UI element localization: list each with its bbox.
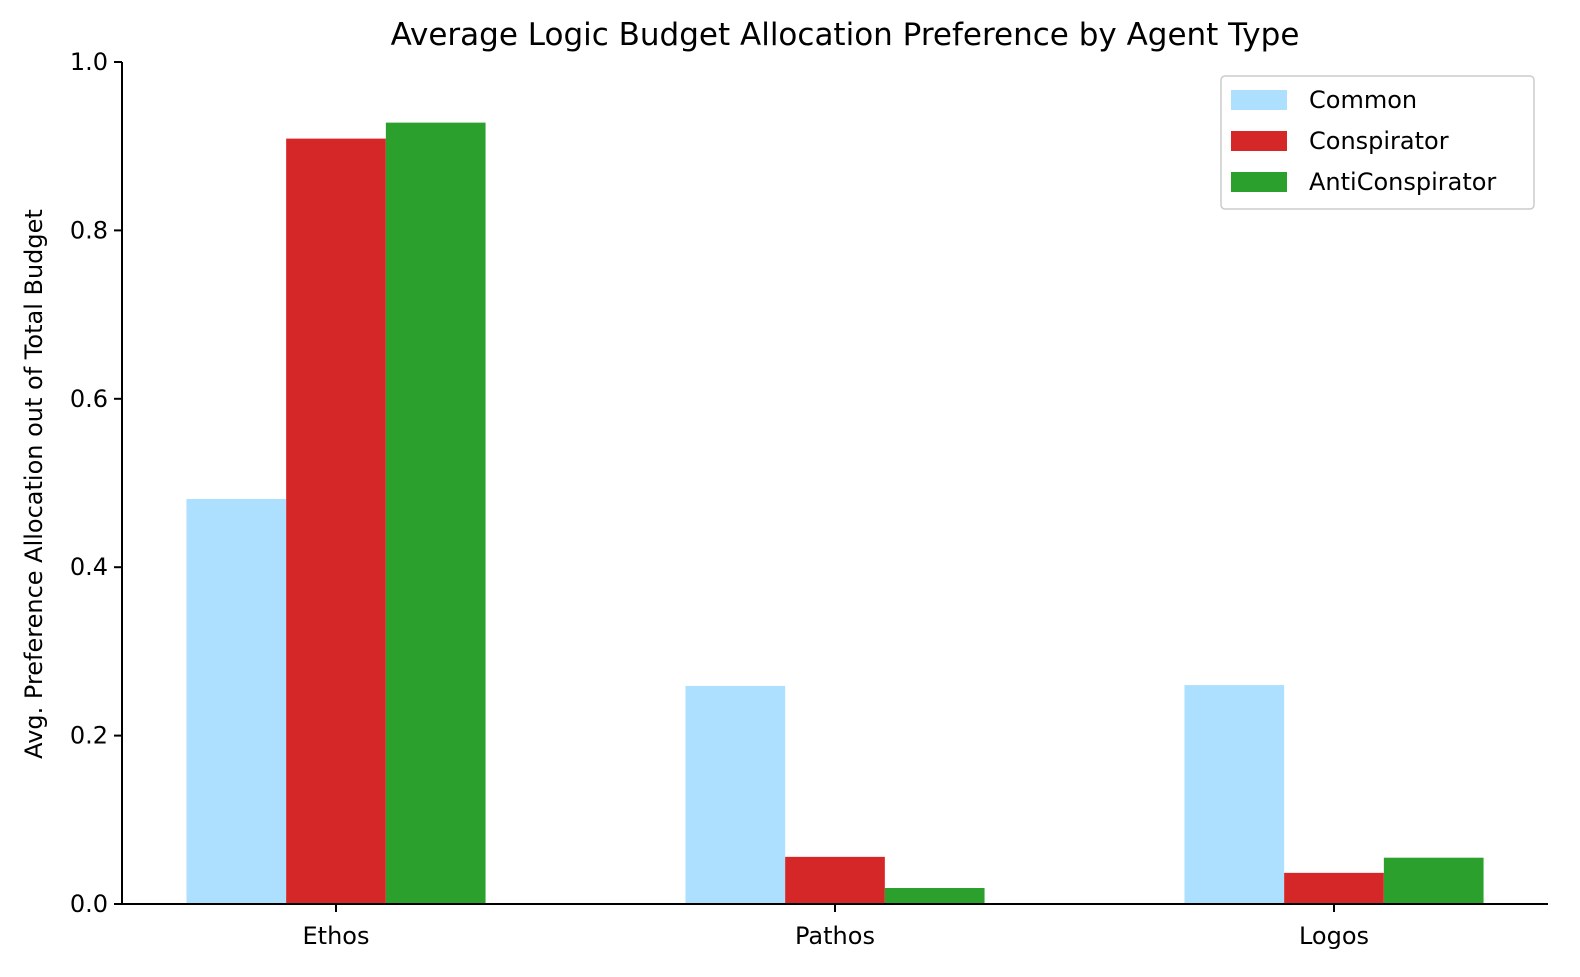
y-tick-label: 0.4: [70, 553, 108, 581]
bar-common-ethos: [186, 498, 287, 904]
bar-conspirator-pathos: [785, 856, 885, 904]
legend-label-conspirator: Conspirator: [1309, 127, 1449, 155]
x-tick-label: Ethos: [303, 922, 370, 950]
bar-conspirator-logos: [1284, 872, 1384, 904]
bar-anticonspirator-pathos: [884, 888, 985, 904]
bar-anticonspirator-logos: [1383, 857, 1484, 904]
y-axis-label: Avg. Preference Allocation out of Total …: [20, 209, 48, 759]
x-tick-label: Logos: [1299, 922, 1369, 950]
bar-conspirator-ethos: [286, 138, 386, 904]
legend-swatch-conspirator: [1231, 131, 1287, 151]
bar-common-pathos: [685, 685, 786, 904]
y-tick-label: 0.8: [70, 216, 108, 244]
bar-common-logos: [1184, 685, 1285, 904]
chart-title: Average Logic Budget Allocation Preferen…: [391, 17, 1300, 53]
legend-swatch-anticonspirator: [1231, 172, 1287, 192]
y-tick-label: 0.0: [70, 890, 108, 918]
y-tick-label: 1.0: [70, 48, 108, 76]
legend-box: [1220, 75, 1535, 210]
legend-label-common: Common: [1309, 86, 1417, 114]
y-tick-label: 0.2: [70, 722, 108, 750]
axes-group: 0.0 0.2 0.4 0.6 0.8 1.0 Ethos Pathos Logos: [70, 48, 1548, 950]
legend-label-anticonspirator: AntiConspirator: [1309, 168, 1496, 196]
bar-anticonspirator-ethos: [385, 122, 486, 904]
bars-group: [186, 122, 1484, 904]
legend-swatch-common: [1231, 90, 1287, 110]
x-tick-label: Pathos: [795, 922, 875, 950]
legend: Common Conspirator AntiConspirator: [1220, 75, 1535, 210]
y-tick-label: 0.6: [70, 385, 108, 413]
